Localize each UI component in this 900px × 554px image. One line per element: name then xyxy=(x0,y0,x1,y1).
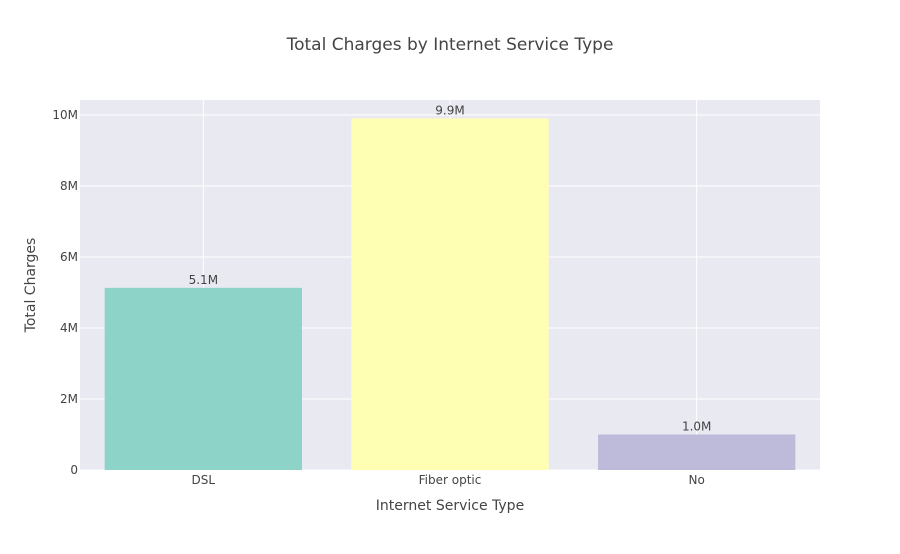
bar-fiber-optic xyxy=(351,118,549,471)
bars xyxy=(104,118,796,471)
bar-value-label: 5.1M xyxy=(189,273,218,287)
bar-value-label: 1.0M xyxy=(682,419,711,433)
y-tick-label: 4M xyxy=(60,321,78,335)
x-tick-label: No xyxy=(689,473,705,487)
y-tick-label: 8M xyxy=(60,179,78,193)
chart-title: Total Charges by Internet Service Type xyxy=(286,35,614,55)
y-axis-ticks: 0 2M 4M 6M 8M 10M xyxy=(52,108,78,477)
data-labels: 5.1M 9.9M 1.0M xyxy=(189,103,712,433)
bar-no xyxy=(598,434,796,470)
bar-dsl xyxy=(104,287,303,470)
y-tick-label: 10M xyxy=(52,108,78,122)
x-tick-label: DSL xyxy=(192,473,216,487)
bar-value-label: 9.9M xyxy=(435,103,464,117)
y-tick-label: 0 xyxy=(70,463,78,477)
y-tick-label: 6M xyxy=(60,250,78,264)
x-tick-label: Fiber optic xyxy=(419,473,482,487)
x-axis-title: Internet Service Type xyxy=(376,498,524,514)
y-axis-title: Total Charges xyxy=(23,238,39,334)
y-tick-label: 2M xyxy=(60,392,78,406)
x-axis-ticks: DSL Fiber optic No xyxy=(192,473,705,487)
